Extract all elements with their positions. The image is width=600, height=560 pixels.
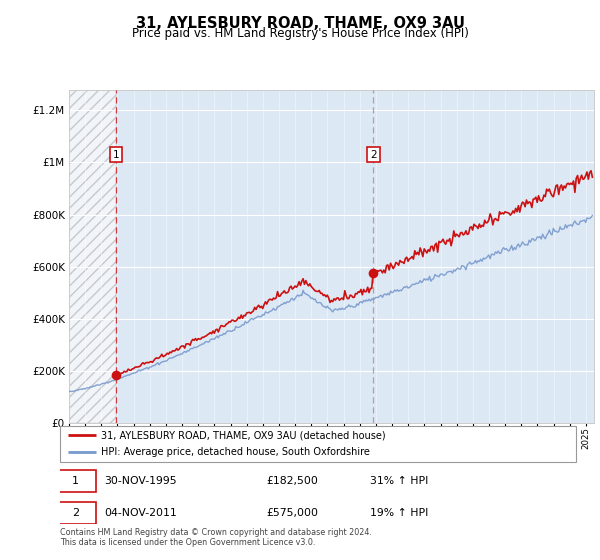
Bar: [69, 90, 116, 423]
Text: £182,500: £182,500: [266, 475, 318, 486]
Text: 31, AYLESBURY ROAD, THAME, OX9 3AU: 31, AYLESBURY ROAD, THAME, OX9 3AU: [136, 16, 464, 31]
Text: 2: 2: [370, 150, 377, 160]
Text: 2: 2: [72, 508, 79, 518]
Text: 31% ↑ HPI: 31% ↑ HPI: [370, 475, 428, 486]
Text: £575,000: £575,000: [266, 508, 319, 518]
Text: 1: 1: [72, 475, 79, 486]
Text: 30-NOV-1995: 30-NOV-1995: [104, 475, 176, 486]
Text: 1: 1: [113, 150, 119, 160]
FancyBboxPatch shape: [55, 502, 96, 524]
FancyBboxPatch shape: [55, 469, 96, 492]
Text: 04-NOV-2011: 04-NOV-2011: [104, 508, 176, 518]
FancyBboxPatch shape: [60, 426, 576, 462]
Text: HPI: Average price, detached house, South Oxfordshire: HPI: Average price, detached house, Sout…: [101, 447, 370, 457]
Text: Price paid vs. HM Land Registry's House Price Index (HPI): Price paid vs. HM Land Registry's House …: [131, 27, 469, 40]
Text: Contains HM Land Registry data © Crown copyright and database right 2024.
This d: Contains HM Land Registry data © Crown c…: [60, 528, 372, 547]
Text: 31, AYLESBURY ROAD, THAME, OX9 3AU (detached house): 31, AYLESBURY ROAD, THAME, OX9 3AU (deta…: [101, 431, 386, 440]
Text: 19% ↑ HPI: 19% ↑ HPI: [370, 508, 428, 518]
